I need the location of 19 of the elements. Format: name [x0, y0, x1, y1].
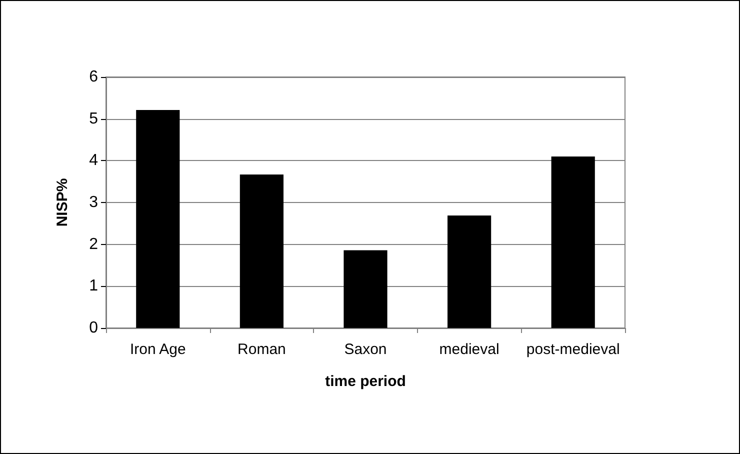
- y-tick-label: 4: [89, 152, 98, 170]
- y-tick-label: 6: [89, 68, 98, 86]
- x-axis-title: time period: [325, 373, 406, 390]
- y-axis-title: NISP%: [54, 178, 71, 227]
- x-tick-label: Saxon: [344, 341, 387, 358]
- y-tick-label: 2: [89, 236, 98, 253]
- x-tick-label: Iron Age: [130, 341, 186, 358]
- y-tick-label: 3: [89, 194, 98, 211]
- bar: [448, 215, 492, 328]
- x-tick-label: medieval: [439, 341, 500, 358]
- y-tick-label: 0: [89, 320, 98, 336]
- y-tick-label: 5: [89, 110, 98, 128]
- bar: [551, 156, 595, 328]
- x-tick-label: post-medieval: [526, 341, 620, 358]
- x-tick-label: Roman: [238, 341, 286, 358]
- y-tick-label: 1: [89, 278, 98, 295]
- bar: [136, 110, 180, 328]
- bar: [344, 250, 388, 328]
- bar: [240, 174, 284, 328]
